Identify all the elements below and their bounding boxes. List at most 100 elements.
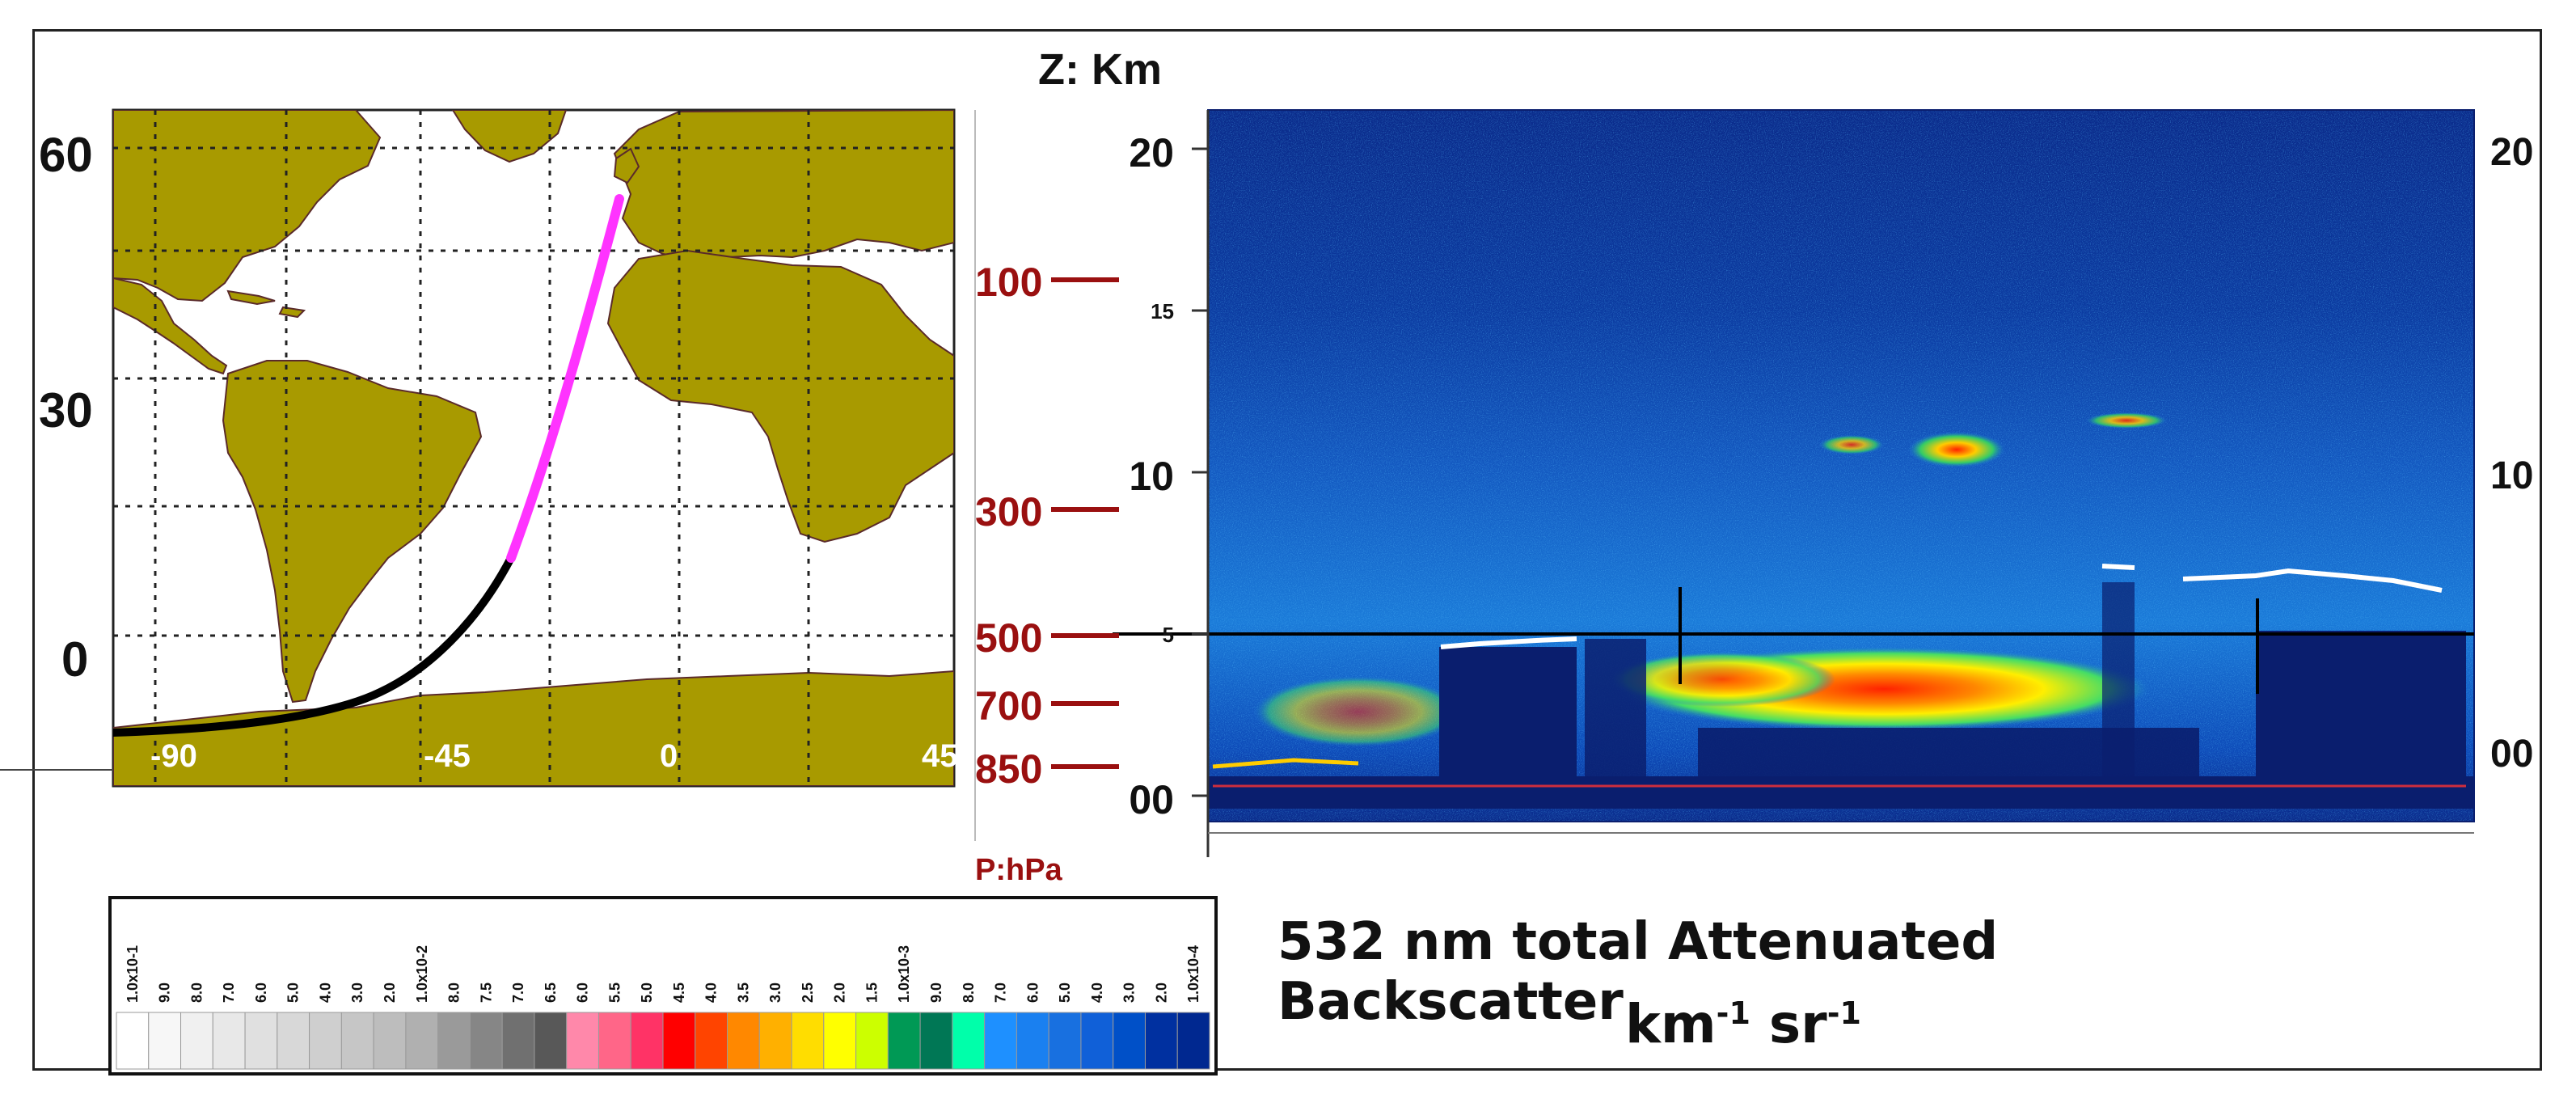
units-sup1: -1 xyxy=(1716,995,1750,1031)
land-central-america xyxy=(113,277,228,375)
colorbar-swatch xyxy=(952,1012,986,1070)
colorbar-label: 1.0x10-3 xyxy=(896,945,912,1003)
colorbar-swatch xyxy=(116,1012,150,1070)
colorbar-swatch xyxy=(212,1012,246,1070)
cloud-top-1 xyxy=(1440,636,1577,649)
curtain-image xyxy=(1208,110,2474,822)
map-land xyxy=(113,110,954,786)
colorbar-label: 5.0 xyxy=(285,983,302,1003)
pressure-tick-label: 100 xyxy=(975,260,1042,305)
right-tick-label: 20 xyxy=(2490,131,2533,174)
colorbar-swatch xyxy=(180,1012,213,1070)
colorbar-label: 6.0 xyxy=(253,983,269,1003)
colorbar-label: 4.0 xyxy=(703,983,720,1003)
colorbar-swatch xyxy=(244,1012,278,1070)
map-grid xyxy=(113,110,954,786)
orbit-track-night xyxy=(113,554,515,737)
colorbar-swatch xyxy=(534,1012,568,1070)
colorbar-label: 5.0 xyxy=(1057,983,1073,1003)
units-base: km xyxy=(1625,993,1717,1055)
figure-frame xyxy=(32,29,2542,1071)
right-tick-label: 10 xyxy=(2490,454,2533,497)
colorbar-swatch xyxy=(630,1012,664,1070)
colorbar-label: 1.0x10-2 xyxy=(414,945,430,1003)
lon-tick-0: 0 xyxy=(660,738,678,774)
land-europe xyxy=(613,110,954,260)
left-tick-label: 15 xyxy=(1151,299,1174,323)
colorbar-label: 1.0x10-1 xyxy=(125,945,141,1003)
map-lat-labels: 60 30 0 xyxy=(39,128,93,687)
left-tick-label: 00 xyxy=(1129,777,1174,822)
colorbar-label: 8.0 xyxy=(446,983,462,1003)
colorbar-label: 5.0 xyxy=(639,983,655,1003)
lat-tick-30: 30 xyxy=(39,383,93,437)
colorbar: 1.0x10-1 9.0 8.0 7.0 6.0 5.0 4.0 3.0 2.0 1.0x10-2… xyxy=(108,896,1218,1076)
colorbar-swatch xyxy=(277,1012,310,1070)
colorbar-swatch xyxy=(501,1012,535,1070)
colorbar-swatch xyxy=(1144,1012,1178,1070)
right-axis-ticks: 20 10 00 xyxy=(2490,131,2533,775)
colorbar-label: 2.0 xyxy=(1153,983,1169,1003)
map-lon-labels: -90 -45 0 45 xyxy=(150,738,958,774)
units-label: km-1 sr-1 xyxy=(1625,993,1861,1055)
colorbar-swatch xyxy=(791,1012,825,1070)
colorbar-label: 4.0 xyxy=(1089,983,1105,1003)
land-british-isles xyxy=(613,147,640,184)
cirrus-cloud-3 xyxy=(2086,412,2167,429)
colorbar-label: 4.5 xyxy=(671,983,687,1003)
surface-base xyxy=(1208,776,2474,809)
colorbar-label: 1.5 xyxy=(864,983,880,1003)
colorbar-label: 3.5 xyxy=(735,983,751,1003)
colorbar-label: 6.0 xyxy=(575,983,591,1003)
colorbar-label: 1.0x10-4 xyxy=(1185,945,1201,1003)
colorbar-label: 9.0 xyxy=(928,983,944,1003)
colorbar-label: 8.0 xyxy=(961,983,977,1003)
colorbar-swatches xyxy=(116,1012,1210,1070)
colorbar-swatch xyxy=(1016,1012,1049,1070)
colorbar-label: 2.0 xyxy=(382,983,398,1003)
colorbar-label: 6.5 xyxy=(543,983,559,1003)
colorbar-swatch xyxy=(855,1012,889,1070)
orbit-track-day xyxy=(506,194,624,563)
colorbar-swatch xyxy=(1048,1012,1082,1070)
aerosol-layer-mid xyxy=(1609,652,1835,707)
land-antarctica xyxy=(113,670,954,786)
colorbar-label: 7.0 xyxy=(993,983,1009,1003)
colorbar-label: 3.0 xyxy=(767,983,783,1003)
colorbar-labels: 1.0x10-1 9.0 8.0 7.0 6.0 5.0 4.0 3.0 2.0 1.0x10-2… xyxy=(125,945,1201,1003)
colorbar-swatch xyxy=(148,1012,182,1070)
colorbar-label: 6.0 xyxy=(1024,983,1041,1003)
colorbar-swatch xyxy=(340,1012,374,1070)
chart-title: 532 nm total Attenuated Backscatter xyxy=(1277,912,1999,1032)
left-tick-label: 20 xyxy=(1129,130,1174,175)
colorbar-label: 7.0 xyxy=(510,983,526,1003)
colorbar-label: 9.0 xyxy=(157,983,173,1003)
pressure-tick-label: 300 xyxy=(975,489,1042,535)
units-sup2: -1 xyxy=(1826,995,1861,1031)
colorbar-swatch xyxy=(598,1012,631,1070)
land-africa xyxy=(606,249,954,543)
colorbar-label: 4.0 xyxy=(317,983,333,1003)
colorbar-swatch xyxy=(984,1012,1017,1070)
land-caribbean-2 xyxy=(278,306,306,319)
colorbar-swatch xyxy=(1176,1012,1210,1070)
colorbar-swatch xyxy=(823,1012,857,1070)
colorbar-swatch xyxy=(758,1012,792,1070)
lat-tick-60: 60 xyxy=(39,128,93,182)
pressure-tick-label: 850 xyxy=(975,746,1042,792)
colorbar-label: 8.0 xyxy=(188,983,205,1003)
land-caribbean xyxy=(226,289,276,306)
colorbar-swatch xyxy=(1080,1012,1114,1070)
cirrus-cloud-1 xyxy=(1908,432,2005,467)
colorbar-swatch xyxy=(566,1012,599,1070)
colorbar-swatch xyxy=(662,1012,696,1070)
pressure-tick-label: 500 xyxy=(975,615,1042,661)
units-mid: sr xyxy=(1750,993,1827,1055)
colorbar-label: 2.5 xyxy=(800,983,816,1003)
colorbar-label: 3.0 xyxy=(1121,983,1138,1003)
lon-tick-minus90: -90 xyxy=(150,738,197,774)
colorbar-swatch xyxy=(469,1012,503,1070)
orbit-track-map: 60 30 0 -90 -45 0 45 xyxy=(0,108,958,788)
